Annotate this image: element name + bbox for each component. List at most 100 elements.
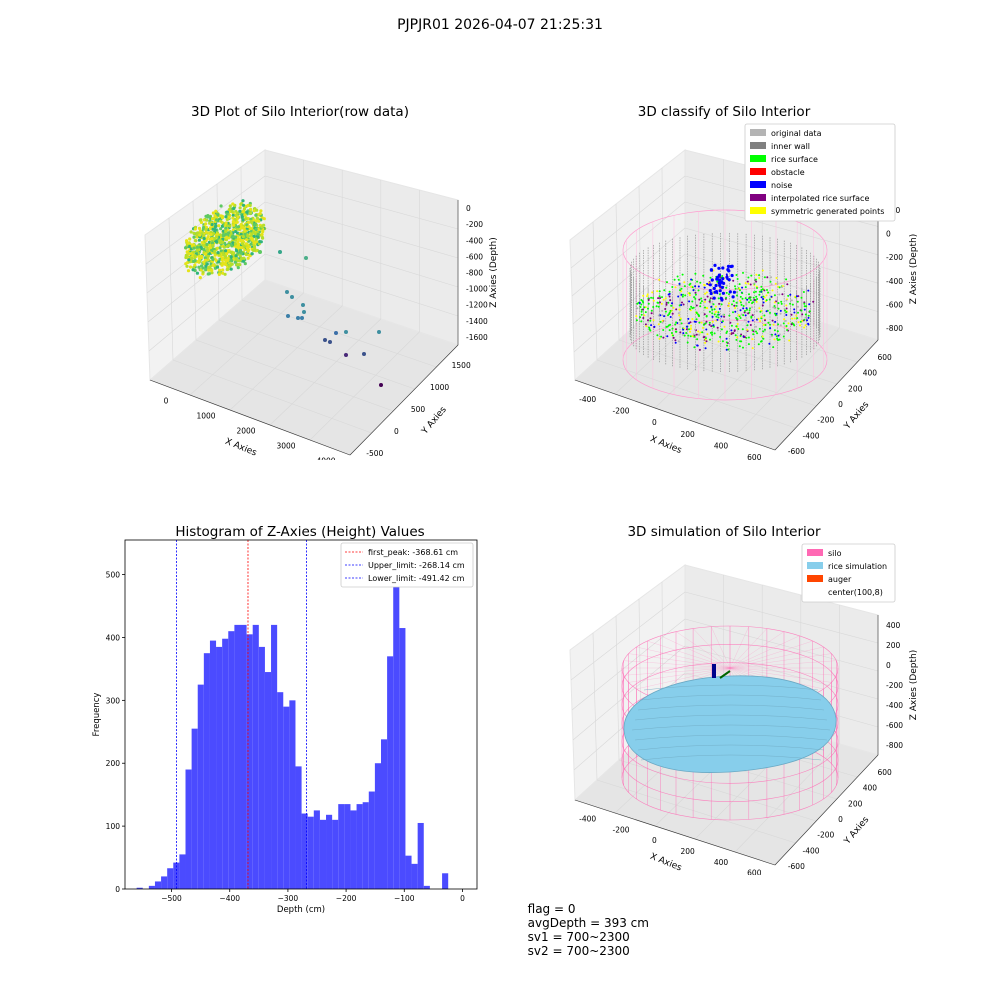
- histogram-bar: [167, 868, 174, 889]
- raw-point: [245, 233, 249, 237]
- classified-point: [675, 321, 678, 324]
- raw-point: [202, 234, 206, 238]
- classified-point: [740, 313, 743, 316]
- x-tick-label: −400: [219, 894, 240, 903]
- raw-point: [197, 238, 201, 242]
- grid-line: [684, 645, 879, 700]
- raw-point: [194, 239, 198, 243]
- classified-point: [796, 317, 799, 320]
- raw-point: [187, 258, 191, 262]
- classified-point: [657, 323, 660, 326]
- classified-point: [694, 328, 696, 331]
- classified-point: [648, 328, 651, 331]
- x-tick-label: 4000: [316, 457, 335, 461]
- y-axis-line: [349, 344, 459, 456]
- classified-point: [790, 313, 793, 316]
- classified-point: [712, 303, 715, 306]
- classified-point: [672, 336, 675, 339]
- histogram-bar: [271, 624, 278, 889]
- classify-plot-title: 3D classify of Silo Interior: [637, 104, 811, 120]
- classified-point: [716, 329, 719, 332]
- classified-point: [649, 319, 652, 322]
- silo-roof-wire: [711, 626, 731, 669]
- raw-outlier-point: [258, 250, 262, 254]
- x-tick-label: −300: [278, 894, 299, 903]
- classified-point: [704, 292, 707, 295]
- classified-point: [790, 299, 793, 302]
- raw-point: [238, 206, 242, 210]
- classified-point: [784, 319, 787, 322]
- noise-point: [718, 281, 722, 285]
- classified-point: [775, 277, 778, 279]
- histogram-legend-label: Lower_limit: -491.42 cm: [368, 574, 465, 583]
- raw-point: [238, 209, 242, 213]
- classified-point: [717, 311, 720, 314]
- raw-point: [255, 216, 259, 220]
- raw-point: [246, 203, 250, 208]
- rice-surface: [623, 675, 837, 773]
- z-tick-label: 0: [886, 661, 891, 670]
- classified-point: [747, 282, 750, 285]
- raw-point: [221, 234, 225, 238]
- raw-point: [223, 272, 227, 276]
- raw-point: [197, 265, 201, 269]
- classified-point: [789, 302, 792, 305]
- raw-point: [224, 221, 228, 225]
- raw-point: [210, 248, 214, 252]
- classified-point: [795, 295, 798, 298]
- classified-point: [791, 303, 794, 306]
- classified-point: [639, 316, 642, 319]
- raw-point: [209, 232, 213, 237]
- classified-point: [702, 336, 705, 339]
- classified-point: [698, 298, 701, 301]
- classified-point: [658, 278, 661, 281]
- classified-point: [763, 314, 766, 317]
- classified-point: [704, 298, 707, 301]
- classified-point: [695, 311, 698, 314]
- raw-point: [230, 209, 234, 214]
- histogram-bar: [179, 854, 186, 889]
- histogram-bar: [417, 822, 424, 889]
- raw-point: [236, 266, 240, 270]
- raw-point: [193, 254, 197, 258]
- classified-point: [635, 315, 638, 318]
- classified-point: [752, 282, 755, 285]
- classified-point: [657, 301, 660, 304]
- noise-point: [732, 290, 736, 294]
- classified-point: [678, 304, 681, 307]
- grid-line: [264, 227, 459, 288]
- classified-point: [773, 338, 776, 341]
- noise-point: [717, 266, 721, 270]
- raw-point: [227, 244, 231, 248]
- classified-point: [787, 322, 790, 325]
- histogram-bar: [374, 763, 381, 889]
- classified-point: [796, 300, 799, 303]
- classify-legend-label: inner wall: [771, 142, 810, 151]
- classified-point: [661, 321, 664, 324]
- classified-point: [803, 302, 806, 305]
- noise-point: [730, 264, 734, 268]
- x-tick-label: 0: [460, 894, 465, 903]
- raw-point: [228, 204, 232, 208]
- y-tick-label: 500: [106, 571, 121, 580]
- classified-point: [725, 291, 728, 294]
- classified-point: [704, 300, 706, 303]
- z-tick-label: -600: [886, 721, 903, 730]
- classified-point: [652, 297, 655, 299]
- classified-point: [758, 327, 761, 330]
- classified-point: [702, 274, 705, 277]
- classified-point: [694, 293, 697, 296]
- raw-outlier-point: [344, 353, 348, 357]
- raw-point: [241, 203, 246, 207]
- raw-point: [256, 235, 260, 239]
- classified-point: [807, 323, 810, 326]
- classified-point: [690, 285, 693, 288]
- sv1-text: sv1 = 700~2300: [527, 930, 630, 944]
- raw-point: [203, 256, 207, 260]
- classified-point: [645, 325, 648, 328]
- classified-point: [748, 301, 750, 304]
- classified-point: [755, 280, 758, 283]
- raw-outlier-point: [362, 352, 366, 356]
- raw-point: [252, 234, 256, 238]
- histogram-bar: [362, 802, 369, 889]
